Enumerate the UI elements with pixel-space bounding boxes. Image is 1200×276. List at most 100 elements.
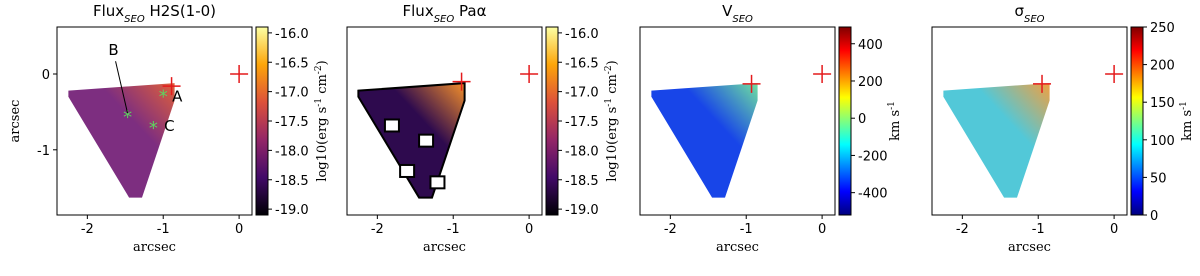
title-part: V [722, 2, 733, 20]
x-axis-label: arcsec [716, 240, 759, 255]
point-label: B [108, 41, 118, 59]
marker-plus [813, 65, 832, 83]
colorbar-label-part: cm [605, 74, 620, 98]
point-label: A [172, 88, 183, 106]
title-part: SEO [124, 14, 145, 25]
colorbar-tick-label: -17.5 [565, 115, 599, 130]
colorbar-label-part: -1 [604, 98, 614, 107]
x-tick-label: -1 [157, 222, 170, 237]
title-part: Paα [454, 2, 486, 20]
colorbar-tick-label: 0 [858, 112, 866, 127]
colorbar-label-part: log10(erg s [315, 107, 330, 182]
colorbar-tick-label: 200 [1150, 59, 1175, 74]
colorbar-tick-label: -400 [858, 187, 888, 202]
map-hole [429, 175, 446, 190]
y-axis-label: arcsec [8, 100, 23, 143]
colorbar-tick-label: -16.5 [565, 56, 599, 71]
x-tick-label: -1 [740, 222, 753, 237]
x-tick-label: 0 [235, 222, 243, 237]
colorbar-tick-label: -17.0 [565, 86, 599, 101]
axes-frame [639, 26, 836, 216]
colorbar [1130, 26, 1144, 216]
colorbar-tick-label: -19.0 [565, 203, 599, 218]
x-tick-label: -2 [664, 222, 677, 237]
x-tick-label: -1 [1032, 222, 1045, 237]
colorbar-label-part: cm [315, 74, 330, 98]
colorbar-tick-label: -16.0 [565, 27, 599, 42]
map-image [357, 82, 466, 199]
map-image [943, 83, 1050, 198]
point-star: * [149, 118, 158, 139]
x-axis-label: arcsec [133, 240, 176, 255]
x-tick-label: 0 [1110, 222, 1118, 237]
colorbar-tick-label: -18.5 [275, 174, 309, 189]
colorbar-tick-label: -200 [858, 149, 888, 164]
marker-plus [1033, 74, 1052, 93]
map-hole [418, 133, 435, 148]
map-hole [383, 118, 400, 133]
colorbar-tick-label: -18.5 [565, 174, 599, 189]
title-part: σ [1014, 2, 1024, 20]
title-part: SEO [1024, 14, 1045, 25]
colorbar-tick-label: -18.0 [565, 144, 599, 159]
x-tick-label: -1 [447, 222, 460, 237]
colorbar-tick-label: 50 [1150, 171, 1167, 186]
x-tick-label: 0 [525, 222, 533, 237]
colorbar-tick-label: -17.0 [275, 86, 309, 101]
x-tick-label: 0 [818, 222, 826, 237]
title-part: Flux [93, 2, 124, 20]
y-tick-label: -1 [37, 144, 50, 159]
marker-plus [230, 65, 249, 83]
title-part: H2S(1-0) [145, 2, 216, 20]
colorbar-label: log10(erg s-1 cm-2) [604, 60, 620, 181]
panel: FluxSEO Paα -2 -1 0 arcsec -16.0 -16.5 -17.0 -17… [346, 2, 620, 255]
x-tick-label: -2 [371, 222, 384, 237]
colorbar-tick-label: 250 [1150, 21, 1175, 36]
colorbar [545, 26, 559, 216]
colorbar-tick-label: -18.0 [275, 144, 309, 159]
title-part: SEO [732, 14, 753, 25]
map-image [651, 83, 758, 198]
panel-title: FluxSEO H2S(1-0) [93, 2, 216, 25]
point-label: C [164, 117, 174, 135]
colorbar-label-part: km s [888, 110, 903, 141]
colorbar-tick-label: 100 [1150, 134, 1175, 149]
colorbar-tick-label: -17.5 [275, 115, 309, 130]
title-part: SEO [434, 14, 455, 25]
title-part: Flux [403, 2, 434, 20]
colorbar-tick-label: -19.0 [275, 203, 309, 218]
colorbar-label-part: -2 [314, 65, 324, 74]
colorbar-label-part: -2 [604, 65, 614, 74]
colorbar-label-part: ) [605, 60, 620, 65]
x-tick-label: -2 [956, 222, 969, 237]
colorbar-tick-label: 400 [858, 38, 883, 53]
marker-plus [520, 65, 539, 83]
colorbar-label: km s-1 [887, 101, 903, 141]
point-star: * [159, 87, 168, 108]
axes-frame [56, 26, 253, 216]
y-tick-label: 0 [42, 68, 50, 83]
panel-title: VSEO [722, 2, 753, 25]
x-axis-label: arcsec [423, 240, 466, 255]
marker-plus [452, 72, 471, 91]
colorbar-label-part: log10(erg s [605, 107, 620, 182]
point-arrow [115, 61, 129, 114]
colorbar-label-part: -1 [887, 101, 897, 110]
x-axis-label: arcsec [1008, 240, 1051, 255]
axes-frame [931, 26, 1128, 216]
colorbar-label: km s-1 [1179, 101, 1195, 141]
marker-plus [162, 77, 181, 96]
colorbar-tick-label: -16.5 [275, 56, 309, 71]
colorbar-label-part: -1 [314, 98, 324, 107]
axes-frame [346, 26, 543, 216]
map-image [68, 83, 175, 198]
colorbar-label-part: -1 [1179, 101, 1189, 110]
point-star: * [123, 107, 132, 128]
colorbar-label: log10(erg s-1 cm-2) [314, 60, 330, 181]
colorbar [255, 26, 269, 216]
marker-plus [1105, 65, 1124, 83]
colorbar-tick-label: 150 [1150, 96, 1175, 111]
